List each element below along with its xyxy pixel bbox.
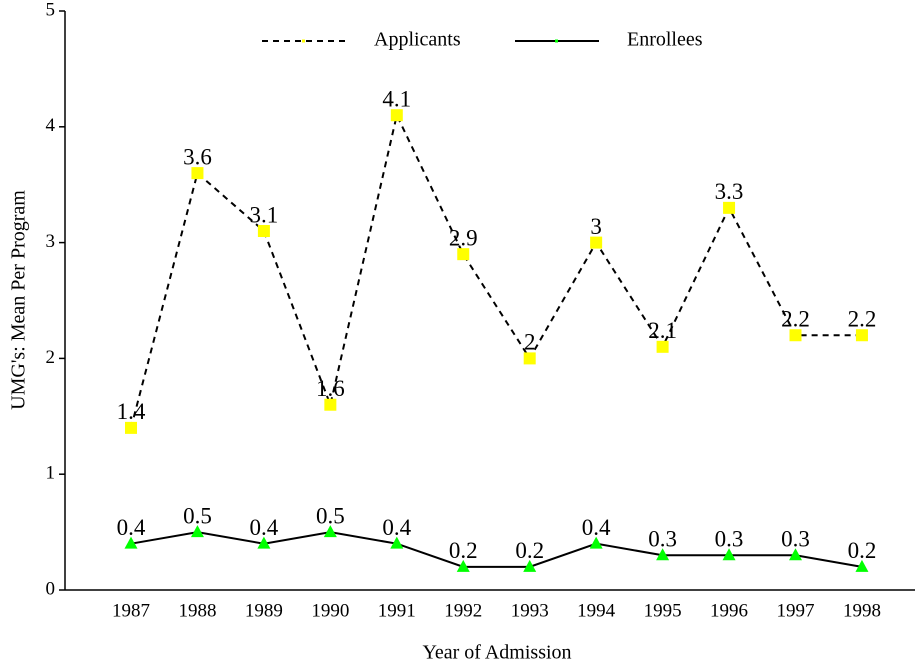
point [656, 548, 670, 561]
data-label: 2.2 [848, 307, 877, 332]
legend-marker [555, 39, 558, 43]
data-label: 0.4 [250, 515, 279, 540]
series-line [130, 112, 862, 429]
y-tick-label: 5 [46, 0, 56, 20]
point [523, 352, 536, 365]
point [457, 248, 470, 261]
point [125, 421, 137, 434]
data-label: 3.6 [183, 144, 212, 169]
data-label: 0.4 [117, 515, 146, 540]
point [656, 340, 669, 353]
point [523, 559, 537, 572]
data-label: 0.3 [648, 527, 677, 552]
x-tick-label: 1993 [511, 600, 549, 621]
x-tick-label: 1989 [245, 600, 283, 621]
legend-marker [302, 39, 305, 43]
point [190, 525, 204, 538]
data-label: 1.4 [117, 399, 146, 424]
x-tick-label: 1997 [777, 600, 815, 621]
data-label: 0.3 [781, 527, 810, 552]
data-label: 0.2 [848, 538, 877, 563]
point [257, 536, 271, 549]
data-label: 1.6 [316, 376, 345, 401]
legend-label: Applicants [374, 29, 461, 51]
x-tick-label: 1988 [178, 600, 216, 621]
data-label: 0.5 [316, 503, 345, 528]
data-label: 3 [590, 214, 602, 239]
y-tick-label: 4 [46, 115, 56, 136]
point [324, 398, 337, 411]
series-line [130, 531, 863, 568]
x-tick-label: 1992 [444, 600, 482, 621]
x-tick-label: 1996 [710, 600, 748, 621]
y-tick-label: 3 [46, 231, 56, 252]
x-tick-label: 1995 [644, 600, 682, 621]
data-label: 2 [524, 330, 536, 355]
point [789, 329, 802, 342]
point [722, 548, 736, 561]
data-label: 0.3 [715, 527, 744, 552]
legend-label: Enrollees [627, 29, 703, 51]
x-axis-label: Year of Admission [422, 642, 571, 664]
y-tick-label: 1 [46, 463, 56, 484]
point [191, 167, 204, 180]
point [590, 236, 603, 249]
data-label: 0.5 [183, 503, 212, 528]
point [789, 548, 802, 561]
y-tick-label: 2 [46, 347, 56, 368]
y-axis-label: UMG's: Mean Per Program [8, 190, 30, 410]
data-label: 0.2 [515, 538, 544, 563]
point [855, 329, 868, 342]
data-label: 2.2 [781, 307, 810, 332]
data-label: 0.4 [382, 515, 411, 540]
point [323, 525, 337, 538]
y-tick-label: 0 [46, 578, 56, 599]
data-label: 0.2 [449, 538, 478, 563]
data-label: 2.1 [648, 318, 677, 343]
x-tick-label: 1987 [112, 600, 150, 621]
data-label: 3.3 [715, 179, 744, 204]
point [589, 536, 603, 549]
data-label: 3.1 [250, 202, 279, 227]
point [257, 225, 270, 238]
data-label: 2.9 [449, 225, 478, 250]
x-tick-label: 1994 [577, 600, 616, 621]
point [124, 536, 138, 549]
data-label: 4.1 [382, 87, 411, 112]
point [390, 109, 403, 122]
x-tick-label: 1991 [378, 600, 416, 621]
x-tick-label: 1990 [311, 600, 349, 621]
point [723, 201, 736, 214]
point [855, 559, 869, 572]
point [390, 536, 404, 549]
point [456, 559, 470, 572]
x-tick-label: 1998 [843, 600, 881, 621]
data-label: 0.4 [582, 515, 611, 540]
